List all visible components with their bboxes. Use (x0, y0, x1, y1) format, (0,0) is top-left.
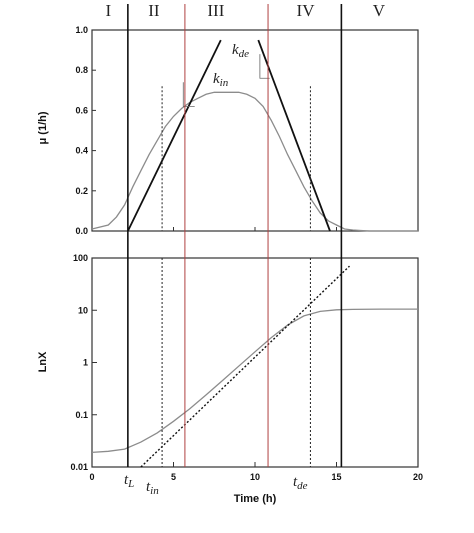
kin-annotation: kin (213, 71, 229, 89)
kin-slope-marker (182, 82, 195, 107)
top-y-tick-label: 0.2 (75, 186, 88, 196)
phase-label: II (148, 1, 160, 20)
top-y-axis-label: μ (1/h) (37, 111, 49, 144)
exponential-fit-line (140, 265, 350, 468)
tl-marker-main: t (124, 472, 129, 488)
x-axis-label: Time (h) (234, 493, 277, 505)
bottom-y-tick-label: 10 (78, 305, 88, 315)
kde-slope-marker (259, 54, 270, 79)
tl-marker: tL (124, 472, 134, 490)
tde-marker-sub: de (297, 480, 308, 492)
tin-marker-main: t (146, 479, 151, 495)
bottom-y-tick-label: 0.1 (75, 410, 88, 420)
top-y-tick-label: 0.6 (75, 105, 88, 115)
bottom-y-axis-label: LnX (37, 351, 49, 372)
phase-lines: I II III IV V (105, 1, 386, 467)
kin-annotation-sub: in (220, 77, 229, 89)
bottom-y-tick-label: 100 (73, 253, 88, 263)
kde-annotation-main: k (232, 42, 239, 58)
falling-tangent-line (257, 39, 331, 232)
kde-annotation: kde (232, 42, 249, 60)
phase-label: IV (297, 1, 316, 20)
bottom-plot-frame (91, 257, 419, 468)
top-y-tick-label: 1.0 (75, 25, 88, 35)
kde-annotation-sub: de (239, 48, 250, 60)
tin-marker-sub: in (150, 485, 159, 497)
bottom-x-tick-label: 10 (250, 472, 260, 482)
rising-tangent-line (127, 39, 222, 232)
bottom-x-tick-label: 20 (413, 472, 423, 482)
bottom-x-tick-label: 0 (89, 472, 94, 482)
phase-label: I (105, 1, 111, 20)
tl-marker-sub: L (127, 478, 134, 490)
biomass-curve (91, 308, 418, 454)
top-y-tick-label: 0.8 (75, 65, 88, 75)
kin-annotation-main: k (213, 71, 220, 87)
bottom-y-tick-label: 0.01 (70, 462, 88, 472)
top-y-tick-label: 0.0 (75, 226, 88, 236)
phase-label: V (373, 1, 386, 20)
tde-marker-main: t (293, 474, 298, 490)
top-plot-frame (91, 29, 419, 232)
bottom-x-tick-label: 15 (331, 472, 341, 482)
bottom-x-tick-label: 5 (171, 472, 176, 482)
mu-curve (91, 91, 418, 232)
top-panel: 0.0 0.2 0.4 0.6 0.8 1.0 (75, 25, 419, 236)
tin-marker: tin (146, 479, 159, 497)
tde-marker: tde (293, 474, 308, 492)
bottom-panel: 0.01 0.1 1 10 100 0 5 10 15 20 (70, 253, 423, 482)
top-y-tick-label: 0.4 (75, 146, 88, 156)
bottom-y-tick-label: 1 (83, 358, 88, 368)
phase-label: III (207, 1, 224, 20)
